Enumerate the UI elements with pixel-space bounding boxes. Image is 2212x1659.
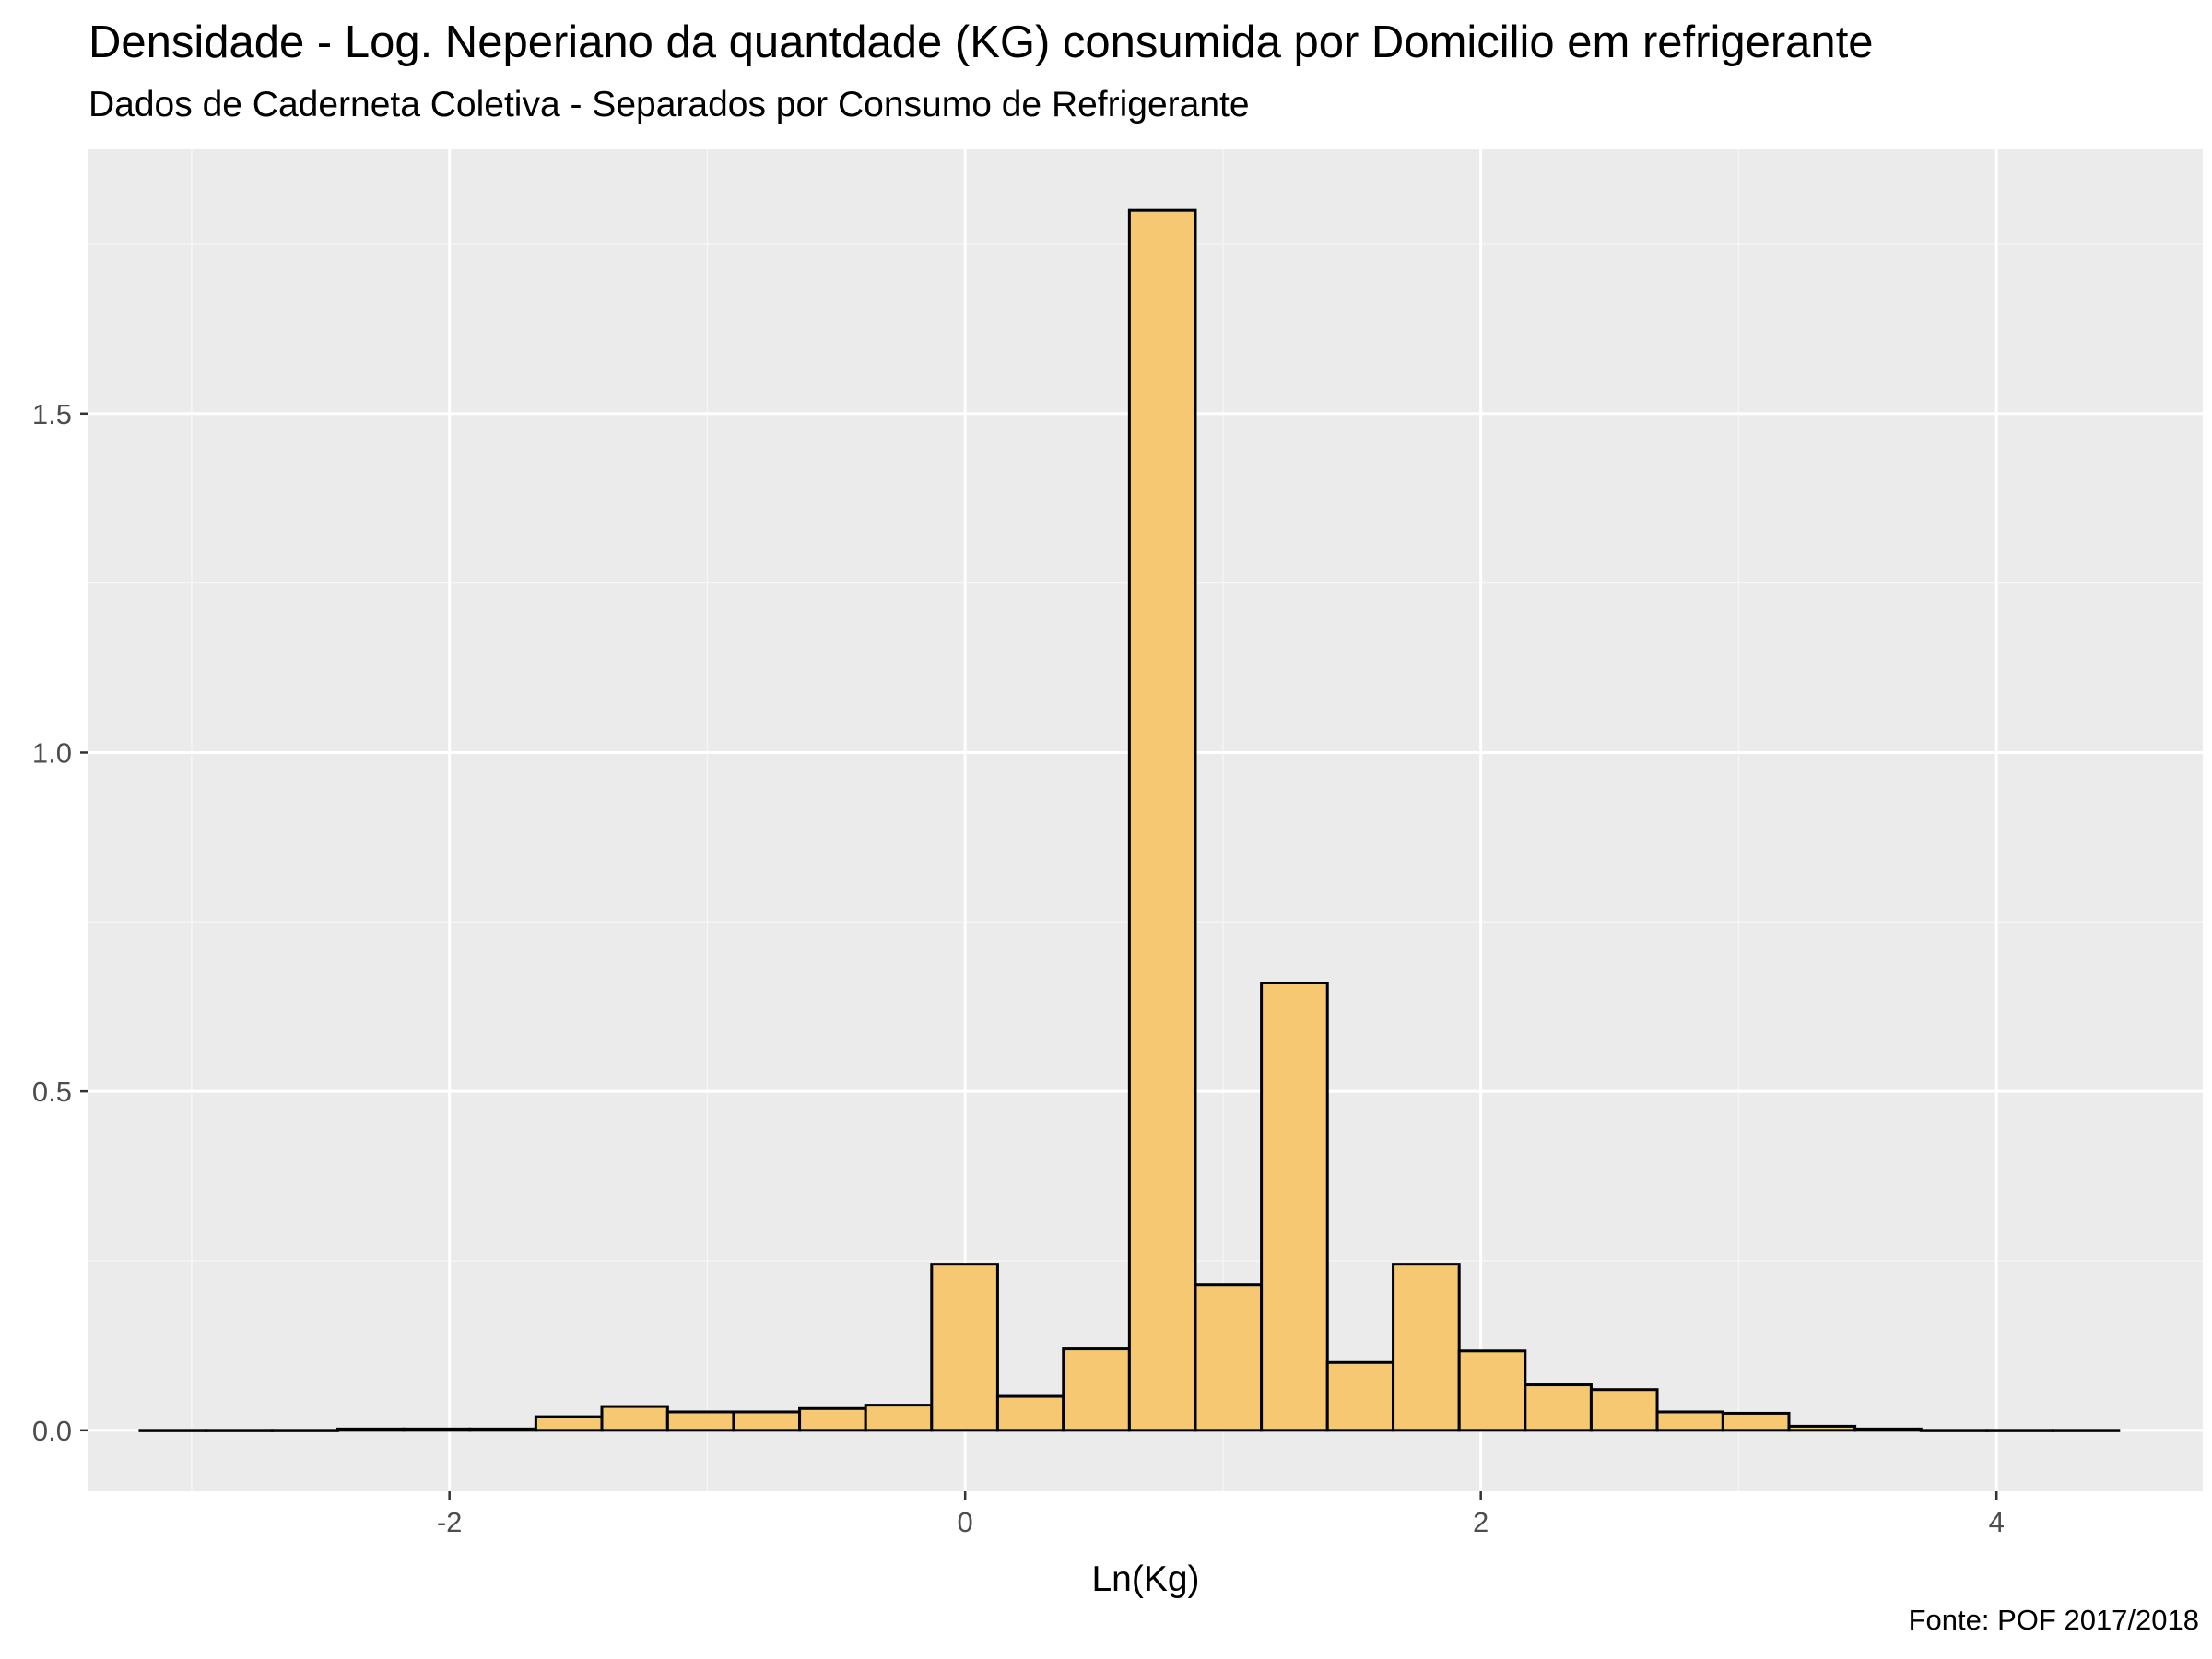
histogram-bar [1721, 1411, 1791, 1432]
source-caption: Fonte: POF 2017/2018 [1908, 1604, 2199, 1636]
y-tick-label: 0.0 [32, 1415, 72, 1447]
y-tick-label: 1.0 [32, 736, 72, 769]
x-axis: -2 0 2 4 [437, 1491, 2005, 1538]
histogram-bar [1853, 1427, 1923, 1432]
x-axis-title: Ln(Kg) [1091, 1559, 1199, 1599]
x-tick-label: 2 [1473, 1506, 1488, 1538]
histogram-bar [402, 1427, 472, 1432]
x-tick-label: 4 [1989, 1506, 2005, 1538]
histogram-bar [205, 1429, 274, 1432]
histogram-bar [1194, 1283, 1264, 1432]
histogram-bar [1127, 208, 1197, 1432]
histogram-bar [138, 1429, 208, 1432]
histogram-bar [864, 1404, 934, 1432]
histogram-bar [1919, 1429, 1989, 1432]
y-tick-label: 0.5 [32, 1076, 72, 1108]
histogram-bar [732, 1410, 802, 1432]
histogram-bar [1325, 1360, 1395, 1432]
histogram-bar [1260, 981, 1329, 1432]
histogram-bar [1457, 1349, 1527, 1432]
histogram-bar [2051, 1429, 2121, 1432]
histogram-bar [995, 1394, 1065, 1432]
histogram-bar [1985, 1429, 2054, 1432]
y-tick-label: 1.5 [32, 398, 72, 430]
chart-subtitle: Dados de Caderneta Coletiva - Separados … [88, 85, 1250, 124]
histogram-bars [138, 208, 2121, 1432]
x-tick-label: -2 [437, 1506, 463, 1538]
histogram-bar [270, 1429, 340, 1432]
histogram-bar [336, 1427, 406, 1432]
x-tick-label: 0 [958, 1506, 973, 1538]
histogram-bar [798, 1406, 867, 1432]
histogram-bar [665, 1410, 735, 1432]
histogram-bar [534, 1415, 604, 1432]
chart-title: Densidade - Log. Neperiano da quantdade … [88, 18, 1874, 67]
histogram-bar [1392, 1263, 1461, 1432]
histogram-bar [600, 1405, 669, 1432]
y-axis: 0.0 0.5 1.0 1.5 [32, 398, 88, 1447]
histogram-bar [468, 1427, 537, 1432]
histogram-bar [1062, 1347, 1131, 1432]
histogram-bar [1524, 1383, 1593, 1432]
histogram-bar [930, 1263, 999, 1432]
histogram-bar [1787, 1424, 1857, 1432]
histogram-bar [1589, 1388, 1659, 1432]
histogram-bar [1655, 1410, 1724, 1432]
